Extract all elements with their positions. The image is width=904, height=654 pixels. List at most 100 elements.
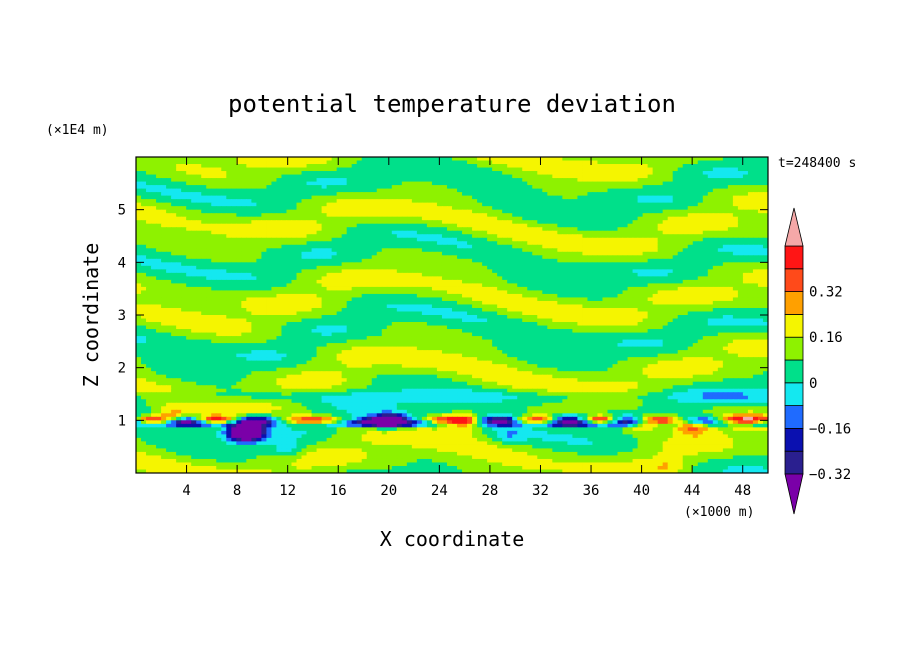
heatmap-cell: [737, 244, 744, 249]
heatmap-cell: [722, 279, 729, 284]
heatmap-cell: [191, 251, 197, 256]
heatmap-cell: [426, 195, 433, 200]
heatmap-cell: [276, 244, 283, 249]
heatmap-cell: [331, 279, 338, 284]
heatmap-cell: [497, 213, 503, 218]
heatmap-cell: [547, 178, 553, 183]
heatmap-cell: [381, 255, 388, 260]
heatmap-cell: [532, 286, 538, 292]
heatmap-cell: [246, 157, 252, 162]
heatmap-cell: [301, 167, 308, 172]
heatmap-cell: [441, 209, 448, 214]
heatmap-cell: [401, 244, 408, 249]
heatmap-cell: [341, 262, 348, 267]
heatmap-cell: [411, 216, 418, 221]
heatmap-cell: [181, 230, 187, 235]
heatmap-cell: [371, 244, 378, 249]
heatmap-cell: [426, 220, 433, 225]
heatmap-cell: [622, 276, 629, 281]
heatmap-cell: [637, 195, 644, 200]
heatmap-cell: [657, 227, 664, 232]
heatmap-cell: [366, 283, 373, 288]
heatmap-cell: [502, 276, 508, 281]
heatmap-cell: [331, 199, 338, 204]
heatmap-cell: [642, 227, 649, 232]
heatmap-cell: [331, 272, 338, 277]
heatmap-cell: [241, 188, 247, 193]
heatmap-cell: [762, 174, 768, 179]
heatmap-cell: [467, 272, 473, 277]
heatmap-cell: [672, 265, 679, 270]
heatmap-cell: [482, 255, 488, 260]
heatmap-cell: [396, 230, 403, 235]
heatmap-cell: [532, 220, 538, 225]
heatmap-cell: [266, 185, 273, 190]
heatmap-cell: [532, 185, 538, 190]
heatmap-cell: [592, 171, 599, 176]
heatmap-cell: [446, 255, 453, 260]
heatmap-cell: [196, 188, 202, 193]
heatmap-cell: [296, 167, 303, 172]
heatmap-cell: [522, 258, 528, 263]
heatmap-cell: [572, 234, 578, 239]
heatmap-cell: [151, 178, 157, 183]
heatmap-cell: [527, 202, 533, 207]
heatmap-cell: [341, 220, 348, 225]
heatmap-cell: [492, 192, 498, 197]
heatmap-cell: [727, 216, 734, 221]
heatmap-cell: [497, 192, 503, 197]
heatmap-cell: [612, 164, 619, 169]
heatmap-cell: [301, 276, 308, 281]
heatmap-cell: [597, 174, 604, 179]
heatmap-cell: [647, 209, 654, 214]
heatmap-cell: [411, 192, 418, 197]
heatmap-cell: [161, 255, 167, 260]
heatmap-cell: [181, 209, 187, 214]
heatmap-cell: [527, 223, 533, 228]
heatmap-cell: [381, 174, 388, 179]
heatmap-cell: [356, 160, 363, 165]
heatmap-cell: [436, 216, 443, 221]
heatmap-cell: [156, 181, 162, 186]
heatmap-cell: [191, 244, 197, 249]
heatmap-cell: [632, 258, 639, 263]
heatmap-cell: [712, 258, 719, 263]
heatmap-cell: [737, 209, 744, 214]
heatmap-cell: [652, 195, 659, 200]
heatmap-cell: [612, 227, 619, 232]
heatmap-cell: [151, 174, 157, 179]
heatmap-cell: [672, 230, 679, 235]
heatmap-cell: [762, 286, 768, 292]
heatmap-cell: [441, 213, 448, 218]
heatmap-cell: [306, 262, 313, 267]
heatmap-cell: [602, 209, 609, 214]
heatmap-cell: [271, 188, 278, 193]
heatmap-cell: [677, 223, 684, 228]
heatmap-cell: [161, 244, 167, 249]
heatmap-cell: [537, 192, 543, 197]
heatmap-cell: [562, 195, 568, 200]
heatmap-cell: [291, 244, 298, 249]
heatmap-cell: [326, 241, 333, 246]
heatmap-cell: [216, 160, 222, 165]
heatmap-cell: [562, 262, 568, 267]
heatmap-cell: [617, 195, 624, 200]
heatmap-cell: [311, 237, 318, 242]
heatmap-cell: [191, 167, 197, 172]
heatmap-cell: [477, 244, 483, 249]
heatmap-cell: [331, 283, 338, 288]
heatmap-cell: [206, 188, 212, 193]
heatmap-cell: [416, 262, 423, 267]
heatmap-cell: [757, 251, 764, 256]
heatmap-cell: [497, 248, 503, 253]
heatmap-cell: [426, 234, 433, 239]
heatmap-cell: [336, 286, 343, 292]
heatmap-cell: [396, 265, 403, 270]
heatmap-cell: [221, 283, 227, 288]
heatmap-cell: [502, 185, 508, 190]
heatmap-cell: [411, 265, 418, 270]
heatmap-cell: [547, 290, 553, 295]
heatmap-cell: [617, 223, 624, 228]
heatmap-cell: [647, 171, 654, 176]
heatmap-cell: [381, 293, 388, 299]
